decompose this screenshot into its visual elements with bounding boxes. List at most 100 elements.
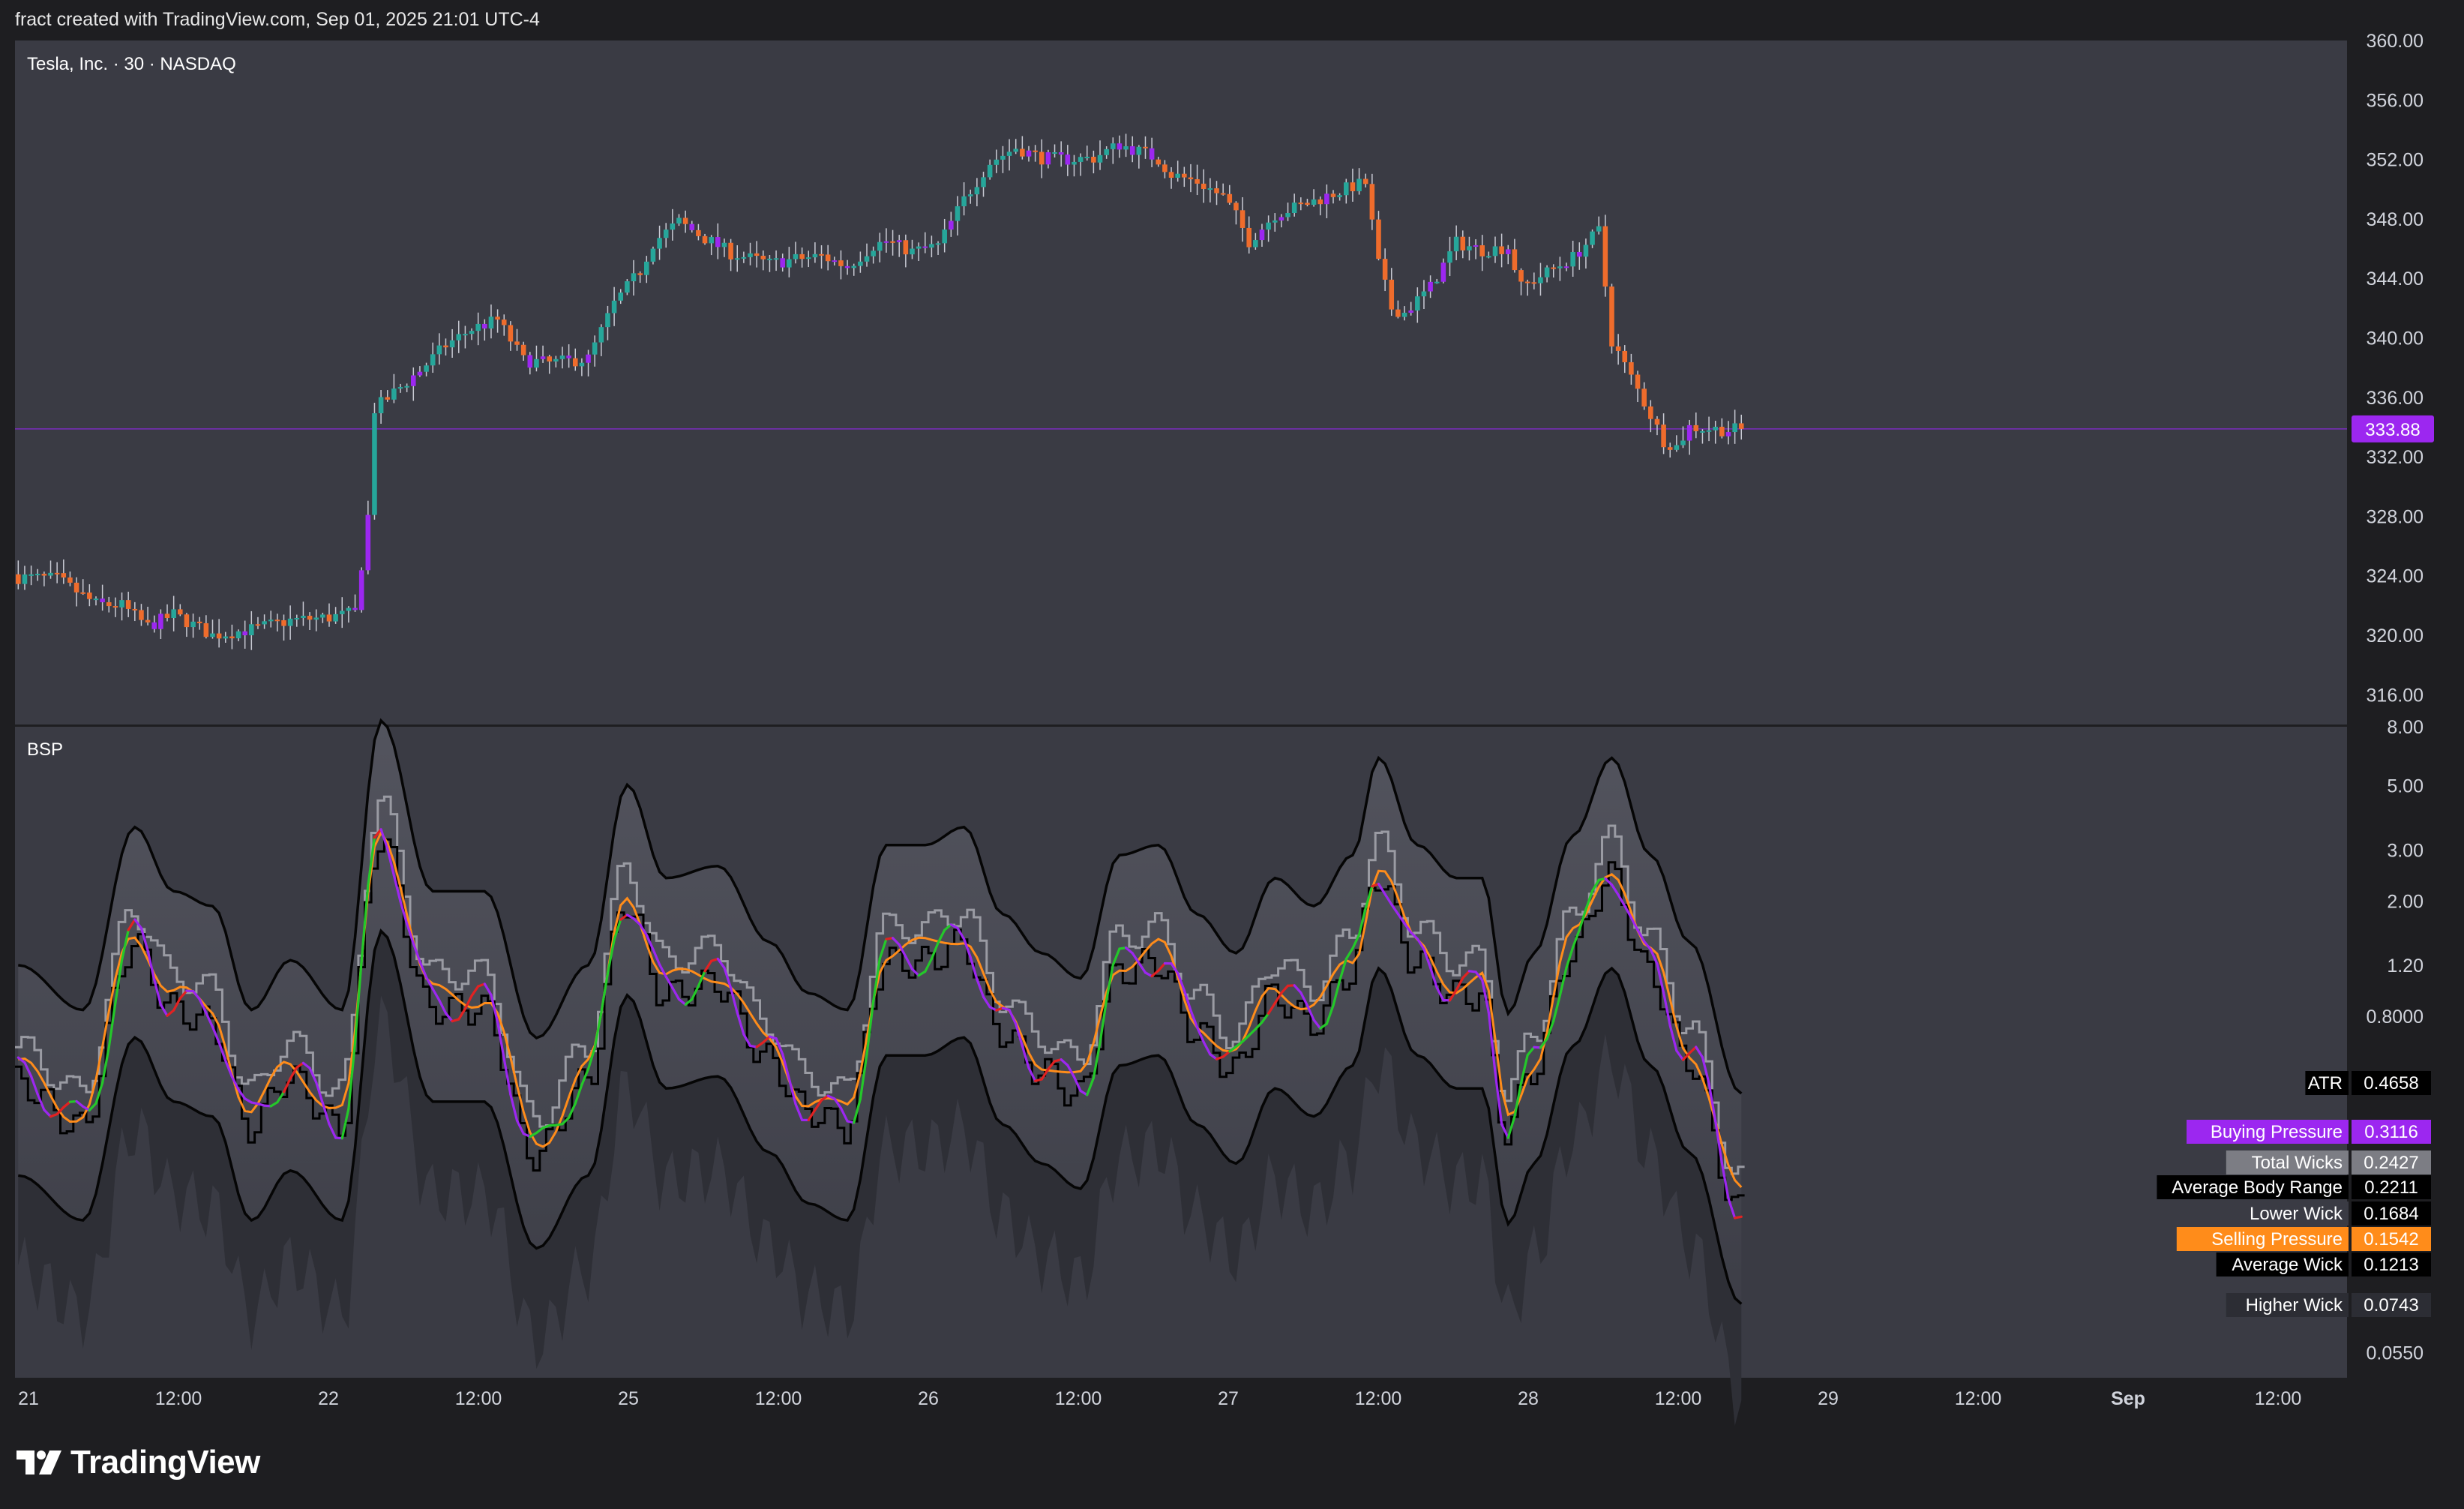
buying-pressure-segment [1584,890,1594,910]
buying-pressure-segment [1714,1120,1723,1165]
candle-body [1434,281,1440,284]
candle-body [877,242,883,251]
buying-pressure-segment [1448,988,1458,1002]
legend-value-bg [2352,1175,2431,1199]
buying-pressure-segment [1403,922,1413,934]
time-tick-label: 29 [1818,1388,1839,1409]
buying-pressure-segment [107,1001,117,1049]
candle-body [553,358,559,362]
legend-value: 0.2211 [2364,1178,2418,1198]
candle-body [28,574,34,576]
legend-name-bg [2226,1293,2349,1317]
candle-body [1013,148,1018,152]
candle-body [1091,157,1096,163]
candle-body [592,342,598,355]
buying-pressure-segment [1293,984,1302,994]
buying-pressure-segment [16,1056,26,1064]
candle-body [586,354,591,363]
time-axis-bg[interactable] [15,1378,2347,1418]
candle-body [125,600,131,609]
buying-pressure-segment [716,957,726,970]
average-body-range-line [15,838,1745,1202]
buying-pressure-segment [406,922,415,945]
buying-pressure-segment [1707,1082,1717,1123]
buying-pressure-segment [794,1102,804,1121]
buying-pressure-segment [1260,1012,1270,1024]
time-axis[interactable]: 21 12:00 22 12:00 25 12:00 26 12:00 27 12:00 28 12:… [18,1388,2301,1409]
candle-body [1719,427,1725,436]
last-price-badge: 333.88 [2352,415,2434,442]
buying-pressure-segment [930,941,940,961]
buying-pressure-segment [55,1106,65,1116]
total-wicks-line [15,795,1745,1175]
time-tick-label: 12:00 [1055,1388,1102,1409]
buying-pressure-segment [684,998,694,1006]
candle-body [618,292,624,301]
candle-body [1072,161,1077,165]
buying-pressure-segment [1506,1115,1516,1139]
candle-body [1408,310,1413,313]
buying-pressure-segment [120,928,130,962]
candle-body [456,334,462,340]
candle-body [404,386,409,388]
bsp-tick-label: 1.20 [2387,956,2424,976]
buying-pressure-segment [904,955,914,970]
candle-body [825,254,831,262]
candle-body [1356,178,1362,191]
bsp-tick-label: 8.00 [2387,717,2424,738]
buying-pressure-segment [1312,1018,1322,1030]
candle-body [1680,440,1686,446]
candle-body [805,257,811,260]
candle-body [883,241,889,243]
candle-body [242,631,247,636]
buying-pressure-segment [1351,933,1361,950]
buying-pressure-segment [639,923,648,937]
buying-pressure-segment [1526,1046,1536,1057]
buying-pressure-segment [321,1102,331,1126]
buying-pressure-segment [568,1102,577,1119]
buying-pressure-segment [1734,1215,1743,1220]
buying-pressure-segment [360,884,370,962]
buying-pressure-segment [1461,970,1471,980]
candle-body [1362,178,1368,184]
buying-pressure-segment [463,994,473,1010]
candle-body [1629,362,1634,375]
legend-item: 0.0743 Higher Wick [2226,1293,2431,1317]
buying-pressure-segment [1099,998,1108,1044]
candle-body [385,397,391,400]
candle-body [1440,262,1446,282]
buying-pressure-segment [988,1006,998,1012]
price-pane[interactable] [15,40,2347,724]
candle-body [1479,245,1485,256]
price-pane-title: Tesla, Inc. · 30 · NASDAQ [27,54,236,74]
candle-body [1246,227,1251,248]
candle-body [1596,226,1602,232]
bsp-y-axis[interactable]: 8.00 5.00 3.00 2.00 1.20 0.8000 0.0550 [2367,717,2424,1364]
candle-body [1706,430,1712,432]
buying-pressure-segment [1066,1064,1076,1078]
candle-body [540,356,546,359]
candle-body [967,194,973,196]
price-y-axis[interactable]: 360.00 356.00 352.00 348.00 344.00 340.00 336.… [2367,31,2424,706]
candle-body [1531,282,1537,284]
buying-pressure-segment [315,1081,324,1105]
buying-pressure-segment [1072,1076,1082,1093]
candle-body [1583,244,1589,257]
legend-name-bg [2305,1071,2349,1095]
candle-body [547,356,552,362]
buying-pressure-segment [924,957,934,974]
tradingview-logo[interactable]: TradingView [16,1444,260,1481]
bsp-tick-label: 2.00 [2387,891,2424,912]
buying-pressure-segment [1319,1022,1328,1030]
time-tick-label: Sep [2111,1388,2145,1409]
candle-body [223,636,229,639]
candle-body [1725,432,1731,436]
candle-body [1000,155,1006,160]
candle-body [463,334,468,336]
buying-pressure-segment [1189,1009,1199,1029]
bsp-pane-title: BSP [27,740,63,760]
candle-body [1045,152,1051,165]
candle-body [1557,266,1563,268]
candle-body [559,356,565,359]
